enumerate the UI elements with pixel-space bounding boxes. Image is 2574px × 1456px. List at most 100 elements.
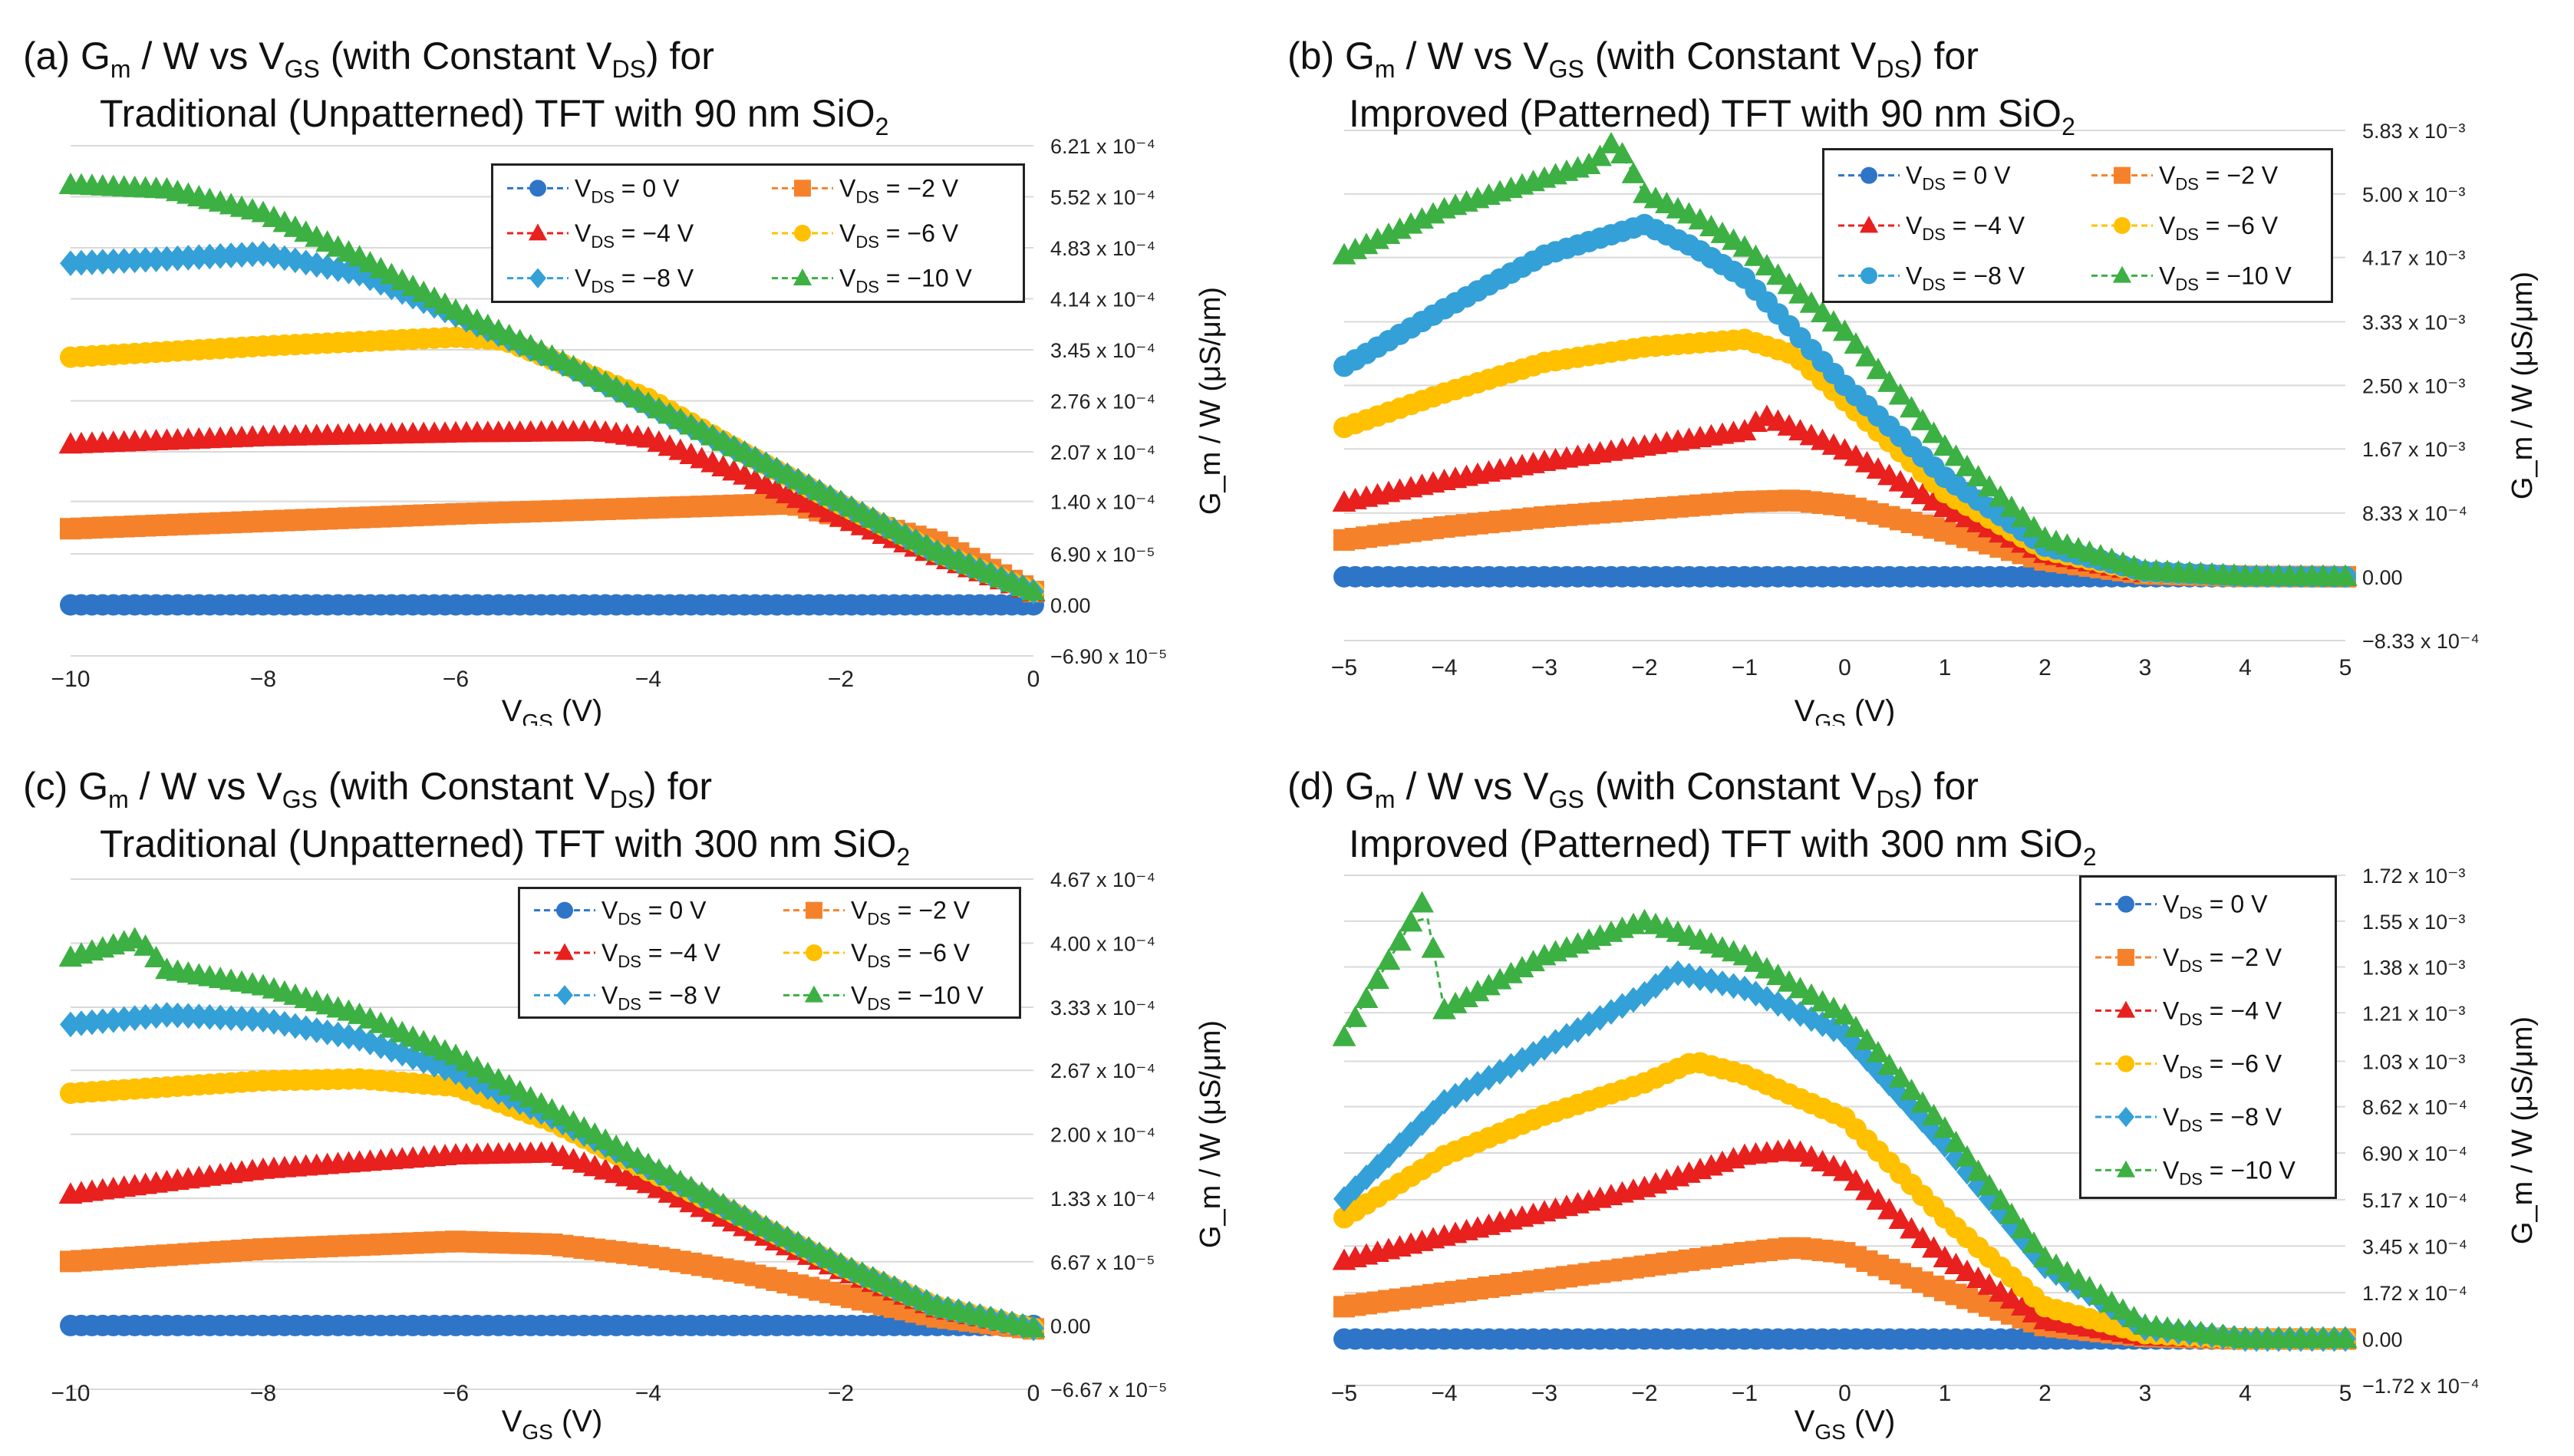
data-point <box>1855 1178 1879 1201</box>
data-point <box>1756 986 1778 1012</box>
y-tick-label: 0.00 <box>2362 566 2403 589</box>
data-point <box>1955 1145 1979 1167</box>
legend-marker <box>1859 216 1879 233</box>
data-point <box>1877 370 1901 392</box>
legend-label: VDS = −10 V <box>2159 262 2292 294</box>
legend-marker <box>794 225 811 242</box>
data-point <box>1833 1003 1857 1025</box>
legend-label: VDS = −4 V <box>601 939 721 971</box>
panel-c: (c) Gm / W vs VGS (with Constant VDS) fo… <box>0 726 1266 1452</box>
y-tick-label: 6.67 x 10⁻⁵ <box>1050 1251 1155 1274</box>
x-tick-label: −6 <box>443 667 469 692</box>
data-point <box>1855 344 1879 367</box>
legend-entry: VDS = −4 V <box>507 219 694 252</box>
y-tick-label: 1.55 x 10⁻³ <box>2362 911 2465 934</box>
y-axis-label: G_m / W (μS/μm) <box>1195 1020 1227 1248</box>
legend-marker <box>2116 1160 2136 1178</box>
y-tick-label: 8.33 x 10⁻⁴ <box>2362 502 2467 525</box>
data-point <box>1989 1188 2012 1211</box>
data-point <box>1910 1091 1935 1113</box>
legend-marker <box>555 943 575 960</box>
data-point <box>1744 244 1768 266</box>
data-point <box>2022 1231 2046 1253</box>
data-point <box>166 1002 189 1029</box>
data-point <box>1589 1005 1611 1031</box>
series-0 <box>1333 565 2356 588</box>
panel-c-title: (c) Gm / W vs VGS (with Constant VDS) fo… <box>23 765 911 871</box>
data-point <box>1489 1059 1511 1085</box>
data-point <box>1678 963 1700 989</box>
data-point <box>1833 1159 1857 1181</box>
data-point <box>1511 1046 1533 1073</box>
x-tick-label: −8 <box>250 667 276 692</box>
data-point <box>231 242 253 268</box>
legend-marker <box>1860 267 1877 285</box>
y-tick-label: 1.72 x 10⁻⁴ <box>2362 1282 2467 1305</box>
data-point <box>1588 144 1612 166</box>
legend-svg: VDS = 0 V VDS = −2 V VDS = −4 V VDS = −6 V V… <box>507 174 973 297</box>
panel-a-title: (a) Gm / W vs VGS (with Constant VDS) fo… <box>23 35 889 140</box>
legend-marker <box>529 268 546 288</box>
x-tick-label: −4 <box>1431 1381 1457 1406</box>
y-tick-label: 1.21 x 10⁻³ <box>2362 1002 2465 1025</box>
legend-label: VDS = −2 V <box>839 174 959 206</box>
x-tick-label: −6 <box>443 1381 469 1406</box>
data-point <box>1922 421 1946 443</box>
legend-label: VDS = −8 V <box>2163 1103 2282 1135</box>
x-tick-label: −2 <box>1631 1381 1657 1406</box>
data-point <box>1777 272 1801 295</box>
data-point <box>1900 1079 1923 1101</box>
data-point <box>2100 1290 2124 1313</box>
data-point <box>1621 161 1646 183</box>
data-point <box>188 244 210 271</box>
legend-label: VDS = 0 V <box>2163 891 2268 923</box>
data-point <box>1821 310 1846 332</box>
data-point <box>1999 495 2024 517</box>
data-point <box>1432 997 1456 1020</box>
legend-label: VDS = −6 V <box>851 939 971 971</box>
data-point <box>2122 1306 2146 1328</box>
data-point <box>1844 1016 1868 1038</box>
legend-entry: VDS = −2 V <box>2091 162 2279 194</box>
data-point <box>1544 1029 1567 1055</box>
panel-d: (d) Gm / W vs VGS (with Constant VDS) fo… <box>1274 726 2574 1452</box>
data-point <box>1656 965 1678 991</box>
data-point <box>1900 1095 1923 1122</box>
x-tick-label: 5 <box>2339 1381 2352 1406</box>
chart-d: 1.72 x 10⁻³ 1.55 x 10⁻³ 1.38 x 10⁻³ 1.21 x … <box>1331 865 2539 1444</box>
data-point <box>1354 986 1379 1008</box>
data-point <box>2011 506 2035 528</box>
data-point <box>1688 208 1712 230</box>
panel-b: (b) Gm / W vs VGS (with Constant VDS) fo… <box>1274 0 2574 733</box>
data-point <box>1388 929 1412 951</box>
x-tick-label: −3 <box>1531 1381 1557 1406</box>
y-tick-label: 8.62 x 10⁻⁴ <box>2362 1096 2467 1119</box>
legend-entry: VDS = −2 V <box>783 897 971 929</box>
y-tick-label: 4.17 x 10⁻³ <box>2362 247 2465 270</box>
legend-label: VDS = 0 V <box>575 174 680 206</box>
data-point <box>1989 485 2012 507</box>
y-tick-label: 1.33 x 10⁻⁴ <box>1050 1188 1155 1211</box>
data-point <box>1989 1280 2012 1302</box>
series-5 <box>1332 891 2358 1349</box>
data-point <box>124 247 146 274</box>
data-point <box>156 1002 178 1028</box>
data-point <box>1732 419 1757 441</box>
data-point <box>1910 408 1935 430</box>
legend-marker <box>529 180 546 197</box>
data-point <box>144 946 168 968</box>
legend-entry: VDS = −6 V <box>772 219 959 252</box>
data-point <box>1433 1089 1455 1115</box>
data-point <box>1966 1266 1990 1288</box>
data-point <box>305 252 328 278</box>
y-tick-label: 1.72 x 10⁻³ <box>2362 865 2465 888</box>
y-tick-label: 3.45 x 10⁻⁴ <box>2362 1235 2467 1258</box>
data-point <box>1799 291 1824 313</box>
data-point <box>1500 1052 1522 1079</box>
x-tick-label: −1 <box>1732 1381 1758 1406</box>
legend-entry: VDS = −4 V <box>1838 212 2025 244</box>
x-tick-label: 4 <box>2239 655 2252 680</box>
data-point <box>1343 1005 1367 1027</box>
y-tick-label: 2.00 x 10⁻⁴ <box>1050 1124 1155 1147</box>
data-point <box>359 1029 381 1056</box>
